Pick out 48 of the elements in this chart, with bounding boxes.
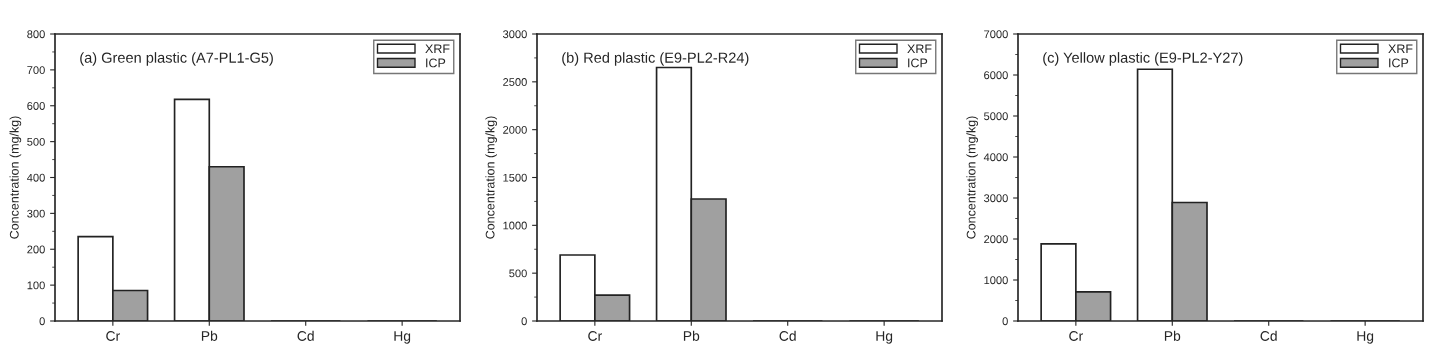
x-tick-label: Pb: [201, 330, 218, 341]
y-tick-label: 0: [39, 317, 45, 326]
y-tick-label: 0: [521, 317, 527, 326]
y-tick-label: 300: [27, 209, 45, 218]
y-tick-label: 2000: [984, 235, 1008, 244]
y-tick-label: 600: [27, 102, 45, 110]
x-tick-label: Hg: [876, 331, 893, 344]
y-tick-label: 400: [27, 173, 45, 182]
y-tick-label: 700: [27, 66, 45, 75]
x-tick-label: Cr: [588, 331, 602, 341]
y-tick-label: 4000: [983, 153, 1008, 162]
y-axis-title: Concentration (mg/kg): [966, 116, 979, 239]
x-tick-label: Cd: [1260, 330, 1277, 341]
y-tick-label: 1500: [503, 173, 527, 182]
text: (c) Yellow plastic (E9-PL2-Y27): [1043, 52, 1243, 66]
legend-label: ICP: [908, 58, 928, 68]
y-tick-label: 6000: [984, 71, 1008, 80]
y-tick-label: 1000: [503, 221, 527, 230]
y-tick-label: 200: [27, 245, 45, 254]
y-tick-label: 500: [27, 137, 45, 146]
y-tick-label: 3000: [502, 30, 527, 39]
y-tick-label: 5000: [984, 112, 1008, 121]
x-tick-label: Cd: [297, 330, 314, 341]
y-tick-label: 3000: [983, 194, 1008, 203]
y-axis-title: Concentration (mg/kg): [9, 116, 22, 239]
text: (a) Green plastic (A7-PL1-G5): [80, 52, 273, 66]
y-tick-label: 2500: [503, 78, 527, 86]
y-tick-label: 800: [27, 30, 45, 39]
x-tick-label: Hg: [1357, 331, 1374, 344]
x-tick-label: Pb: [683, 330, 700, 341]
x-tick-label: Cr: [1069, 331, 1083, 341]
legend-label: XRF: [425, 44, 450, 54]
y-tick-label: 0: [1002, 317, 1008, 326]
x-tick-label: Hg: [394, 331, 411, 344]
y-tick-label: 1000: [984, 276, 1008, 285]
x-tick-label: Pb: [1164, 330, 1181, 341]
y-axis-title: Concentration (mg/kg): [485, 116, 498, 239]
legend-label: ICP: [1389, 58, 1409, 68]
legend-label: XRF: [907, 44, 932, 54]
y-tick-label: 500: [509, 269, 527, 278]
x-tick-label: Cd: [779, 330, 796, 341]
legend-label: ICP: [426, 58, 446, 68]
x-tick-label: Cr: [106, 331, 120, 341]
y-tick-label: 2000: [503, 125, 527, 134]
y-tick-label: 7000: [984, 30, 1008, 39]
legend-label: XRF: [1388, 44, 1413, 54]
text: (b) Red plastic (E9-PL2-R24): [562, 52, 749, 66]
y-tick-label: 100: [27, 281, 45, 290]
